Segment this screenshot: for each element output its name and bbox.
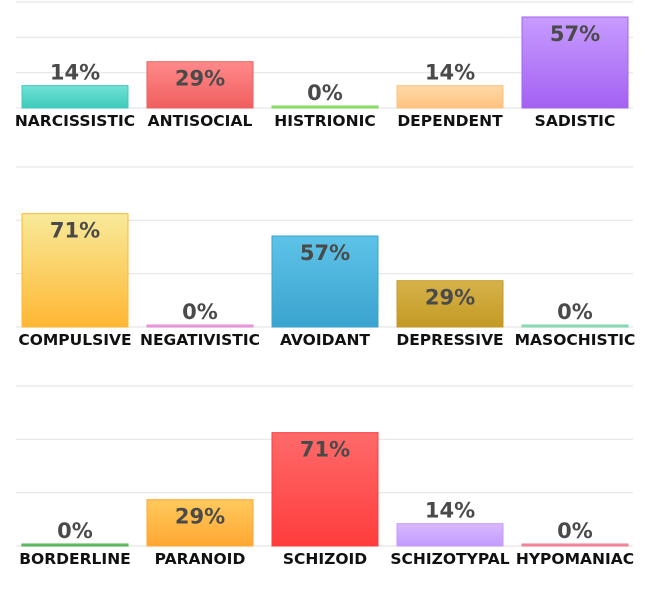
bar-masochistic <box>521 324 629 328</box>
category-label-sadistic: SADISTIC <box>535 112 616 130</box>
bar-depressive <box>396 280 504 328</box>
category-label-paranoid: PARANOID <box>155 550 246 568</box>
bar-narcissistic <box>21 85 129 109</box>
category-label-borderline: BORDERLINE <box>19 550 131 568</box>
value-label-masochistic: 0% <box>557 300 593 324</box>
bar-negativistic <box>146 324 254 328</box>
category-label-depressive: DEPRESSIVE <box>396 331 503 349</box>
bar-avoidant <box>271 235 379 328</box>
value-label-schizoid: 71% <box>300 438 350 462</box>
value-label-schizotypal: 14% <box>425 499 475 523</box>
bar-compulsive <box>21 213 129 328</box>
value-label-compulsive: 71% <box>50 219 100 243</box>
category-label-schizoid: SCHIZOID <box>283 550 367 568</box>
category-label-dependent: DEPENDENT <box>397 112 503 130</box>
value-label-narcissistic: 14% <box>50 61 100 85</box>
category-label-masochistic: MASOCHISTIC <box>515 331 636 349</box>
bar-sadistic <box>521 16 629 109</box>
bar-histrionic <box>271 105 379 109</box>
value-label-avoidant: 57% <box>300 241 350 265</box>
value-label-borderline: 0% <box>57 519 93 543</box>
bar-dependent <box>396 85 504 109</box>
value-label-negativistic: 0% <box>182 300 218 324</box>
bar-schizotypal <box>396 523 504 547</box>
chart-row-2: 71% COMPULSIVE 0% NEGATIVISTIC 57% AVOIDANT 29… <box>16 166 636 349</box>
value-label-antisocial: 29% <box>175 67 225 91</box>
category-label-histrionic: HISTRIONIC <box>274 112 375 130</box>
category-label-avoidant: AVOIDANT <box>280 331 370 349</box>
category-label-negativistic: NEGATIVISTIC <box>140 331 260 349</box>
value-label-hypomaniac: 0% <box>557 519 593 543</box>
value-label-histrionic: 0% <box>307 81 343 105</box>
bar-schizoid <box>271 432 379 547</box>
value-label-sadistic: 57% <box>550 22 600 46</box>
category-label-schizotypal: SCHIZOTYPAL <box>390 550 509 568</box>
bar-borderline <box>21 543 129 547</box>
bar-hypomaniac <box>521 543 629 547</box>
value-label-depressive: 29% <box>425 286 475 310</box>
category-label-antisocial: ANTISOCIAL <box>148 112 253 130</box>
category-label-compulsive: COMPULSIVE <box>18 331 131 349</box>
value-label-dependent: 14% <box>425 61 475 85</box>
category-label-hypomaniac: HYPOMANIAC <box>516 550 634 568</box>
value-label-paranoid: 29% <box>175 505 225 529</box>
bar-paranoid <box>146 499 254 547</box>
bar-antisocial <box>146 61 254 109</box>
category-label-narcissistic: NARCISSISTIC <box>15 112 135 130</box>
chart-row-3: 0% BORDERLINE 29% PARANOID 71% SCHIZOID 14% SCH… <box>16 385 634 568</box>
chart-row-1: 14% NARCISSISTIC 29% ANTISOCIAL 0% HISTRIONIC… <box>15 1 633 130</box>
